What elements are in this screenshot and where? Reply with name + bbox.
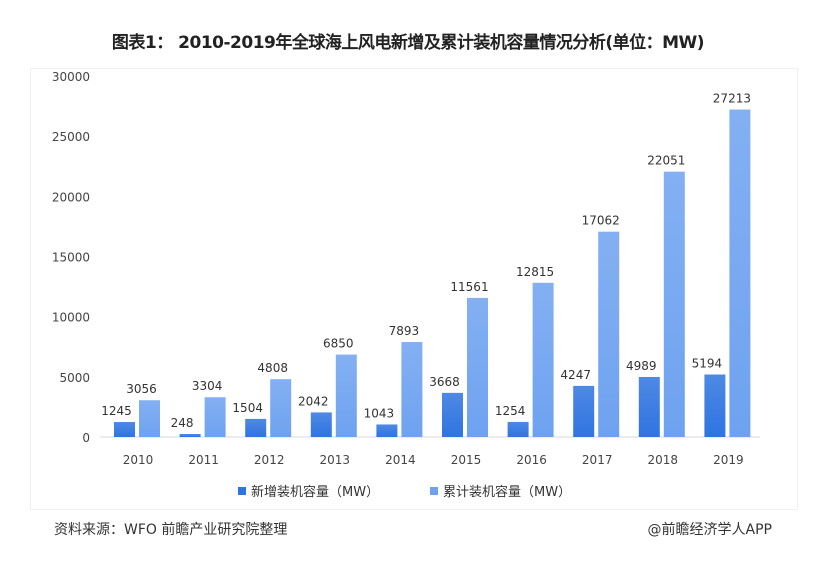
bar-cumulative-capacity (467, 297, 488, 437)
source-note: 资料来源：WFO 前瞻产业研究院整理 (54, 522, 288, 538)
x-tick-label: 2012 (254, 453, 285, 467)
y-tick-label: 0 (82, 431, 90, 445)
bar-new-capacity (704, 374, 726, 437)
bar-cumulative-capacity (663, 171, 685, 438)
y-tick-label: 10000 (52, 311, 90, 325)
data-label: 22051 (647, 154, 685, 168)
bar-cumulative-capacity (532, 282, 554, 437)
chart-title: 图表1： 2010-2019年全球海上风电新增及累计装机容量情况分析(单位：MW… (111, 33, 705, 53)
legend-swatch (430, 487, 438, 495)
x-tick-label: 2015 (451, 453, 482, 467)
data-label: 1245 (101, 404, 132, 418)
legend-label: 新增装机容量（MW） (251, 484, 379, 500)
bar-new-capacity (507, 421, 529, 437)
y-tick-label: 30000 (52, 70, 90, 84)
data-label: 12815 (516, 265, 554, 279)
data-label: 7893 (389, 324, 420, 338)
data-label: 11561 (450, 280, 488, 294)
x-tick-label: 2019 (713, 453, 744, 467)
legend-swatch (238, 487, 246, 495)
legend-label: 累计装机容量（MW） (443, 484, 571, 500)
x-tick-label: 2017 (582, 453, 613, 467)
bar-new-capacity (442, 392, 463, 437)
data-label: 1504 (232, 401, 263, 415)
data-label: 3056 (126, 382, 157, 396)
y-tick-label: 15000 (52, 251, 90, 265)
bar-cumulative-capacity (139, 400, 160, 437)
data-label: 4808 (257, 361, 288, 375)
data-label: 2042 (298, 394, 329, 408)
x-tick-label: 2010 (123, 453, 154, 467)
bar-new-capacity (310, 412, 332, 437)
data-label: 3668 (429, 375, 460, 389)
bar-new-capacity (376, 424, 398, 437)
data-label: 27213 (713, 92, 751, 106)
bar-cumulative-capacity (729, 109, 751, 438)
data-label: 4989 (626, 359, 657, 373)
bar-new-capacity (179, 434, 201, 437)
data-label: 6850 (323, 337, 354, 351)
bar-new-capacity (638, 376, 660, 437)
data-label: 1254 (495, 404, 526, 418)
bar-cumulative-capacity (401, 342, 423, 437)
x-tick-label: 2014 (385, 453, 416, 467)
chart-frame (30, 68, 798, 510)
x-tick-label: 2011 (188, 453, 219, 467)
data-label: 1043 (364, 406, 395, 420)
x-tick-label: 2013 (320, 453, 351, 467)
x-tick-label: 2018 (648, 453, 679, 467)
data-label: 3304 (192, 379, 223, 393)
y-tick-label: 5000 (59, 371, 90, 385)
bar-cumulative-capacity (598, 231, 620, 437)
y-tick-label: 25000 (52, 130, 90, 144)
data-label: 17062 (582, 214, 620, 228)
x-tick-label: 2016 (516, 453, 547, 467)
brand-label: @前瞻经济学人APP (647, 522, 772, 538)
bar-cumulative-capacity (335, 354, 357, 437)
bar-cumulative-capacity (204, 397, 226, 437)
data-label: 4247 (560, 368, 591, 382)
data-label: 5194 (692, 356, 723, 370)
data-label: 248 (171, 416, 194, 430)
bar-new-capacity (245, 418, 267, 437)
y-tick-label: 20000 (52, 190, 90, 204)
bar-new-capacity (114, 422, 135, 437)
bar-new-capacity (573, 385, 595, 437)
bar-cumulative-capacity (270, 379, 292, 437)
